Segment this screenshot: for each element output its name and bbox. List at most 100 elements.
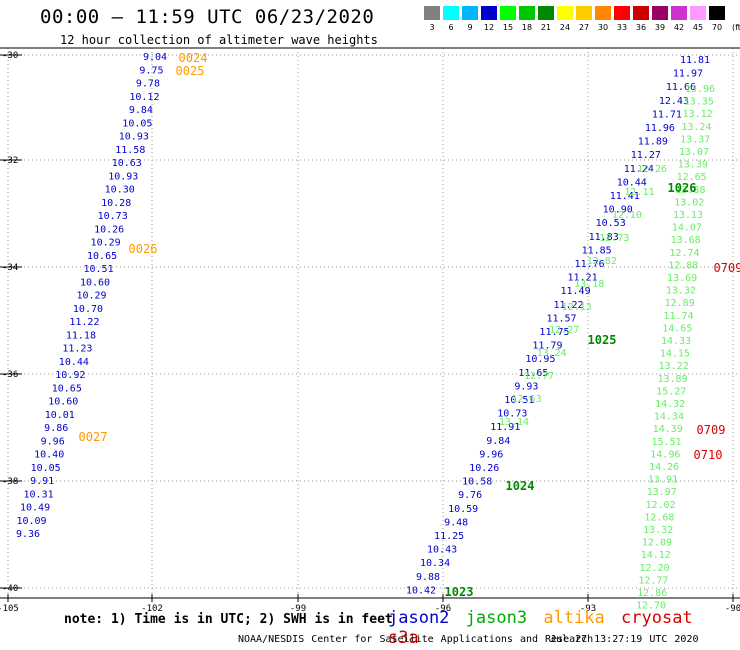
track-value-jason3: 13.13 bbox=[673, 210, 703, 221]
footer: NOAA/NESDIS Center for Satellite Applica… bbox=[238, 634, 699, 645]
track-value-jason3: 12.77 bbox=[524, 371, 554, 382]
track-value-jason3: 13.97 bbox=[647, 487, 677, 498]
track-value-jason2: 11.85 bbox=[582, 245, 612, 256]
scale-label: 15 bbox=[502, 23, 514, 32]
y-tick-label: -30 bbox=[2, 51, 18, 61]
x-tick-label: -102 bbox=[141, 604, 163, 614]
track-value-jason2: 10.26 bbox=[94, 224, 124, 235]
track-value-jason3: 14.34 bbox=[654, 412, 684, 423]
x-tick-label: -105 bbox=[0, 604, 19, 614]
scale-swatch bbox=[481, 6, 497, 20]
track-value-jason3: 15.27 bbox=[656, 386, 686, 397]
scale-label: 30 bbox=[597, 23, 609, 32]
track-value-jason3: 13.96 bbox=[685, 84, 715, 95]
track-value-jason2: 10.44 bbox=[617, 177, 647, 188]
jason3-time-label: 1023 bbox=[445, 585, 474, 599]
track-value-jason3: 12.27 bbox=[549, 325, 579, 336]
chart-subtitle: 12 hour collection of altimeter wave hei… bbox=[60, 33, 378, 47]
track-value-jason2: 11.21 bbox=[568, 273, 598, 284]
track-value-jason2: 10.29 bbox=[76, 291, 106, 302]
scale-label: 27 bbox=[578, 23, 590, 32]
track-value-jason2: 11.49 bbox=[561, 286, 591, 297]
track-value-jason3: 12.09 bbox=[642, 538, 672, 549]
track-value-jason2: 9.88 bbox=[416, 572, 440, 583]
track-value-jason3: 13.89 bbox=[657, 374, 687, 385]
track-value-jason2: 10.40 bbox=[34, 450, 64, 461]
track-value-jason3: 14.96 bbox=[650, 449, 680, 460]
scale-label: 24 bbox=[559, 23, 571, 32]
track-value-jason3: 13.91 bbox=[648, 475, 678, 486]
track-value-jason2: 10.93 bbox=[108, 171, 138, 182]
footnote: note: 1) Time is in UTC; 2) SWH is in fe… bbox=[64, 612, 393, 627]
track-value-jason2: 10.34 bbox=[420, 558, 450, 569]
track-value-jason2: 10.12 bbox=[129, 92, 159, 103]
track-value-jason3: 14.26 bbox=[649, 462, 679, 473]
track-value-jason3: 12.11 bbox=[624, 187, 654, 198]
scale-label: 42 bbox=[673, 23, 685, 32]
track-value-jason2: 10.73 bbox=[98, 211, 128, 222]
track-value-jason2: 10.90 bbox=[603, 205, 633, 216]
track-value-jason2: 9.96 bbox=[479, 449, 503, 460]
scale-label: 70 bbox=[711, 23, 723, 32]
track-value-jason2: 10.92 bbox=[55, 370, 85, 381]
scale-label: 21 bbox=[540, 23, 552, 32]
track-value-jason3: 12.02 bbox=[646, 500, 676, 511]
track-value-jason3: 13.22 bbox=[659, 361, 689, 372]
track-value-jason3: 12.88 bbox=[668, 260, 698, 271]
track-value-jason2: 10.65 bbox=[87, 251, 117, 262]
legend-jason3: jason3 bbox=[465, 608, 528, 628]
track-value-jason2: 11.41 bbox=[610, 191, 640, 202]
scale-label: 9 bbox=[467, 23, 473, 32]
legend-jason2: jason2 bbox=[388, 608, 450, 628]
track-value-jason2: 11.22 bbox=[69, 317, 99, 328]
track-value-jason3: 13.18 bbox=[574, 279, 604, 290]
track-value-jason2: 10.43 bbox=[427, 545, 457, 556]
altika-time-label: 0025 bbox=[176, 64, 205, 78]
track-value-jason2: 10.95 bbox=[525, 354, 555, 365]
track-value-jason3: 14.12 bbox=[641, 550, 671, 561]
cryosat-time-label: 0709 bbox=[697, 423, 726, 437]
chart-title: 00:00 – 11:59 UTC 06/23/2020 bbox=[40, 6, 375, 28]
track-value-jason3: 13.69 bbox=[667, 273, 697, 284]
track-value-jason3: 12.13 bbox=[562, 302, 592, 313]
scale-swatch bbox=[424, 6, 440, 20]
scale-label: 12 bbox=[483, 23, 495, 32]
altika-time-label: 0027 bbox=[79, 430, 108, 444]
track-value-jason2: 11.79 bbox=[532, 341, 562, 352]
track-value-jason3: 13.68 bbox=[671, 235, 701, 246]
track-value-jason2: 11.24 bbox=[624, 164, 654, 175]
track-value-jason3: 13.37 bbox=[680, 134, 710, 145]
track-value-jason3: 13.02 bbox=[674, 197, 704, 208]
scale-swatch bbox=[595, 6, 611, 20]
track-value-jason2: 11.96 bbox=[645, 123, 675, 134]
scale-swatch bbox=[652, 6, 668, 20]
track-value-jason2: 11.23 bbox=[62, 344, 92, 355]
track-value-jason2: 9.75 bbox=[139, 65, 163, 76]
track-value-jason3: 15.51 bbox=[651, 437, 681, 448]
track-value-jason3: 14.07 bbox=[672, 223, 702, 234]
scale-label: 39 bbox=[654, 23, 666, 32]
satellite-legend: jason2 jason3 altika cryosat s3a bbox=[388, 608, 740, 648]
track-value-jason2: 11.65 bbox=[518, 368, 548, 379]
track-value-jason2: 11.18 bbox=[66, 330, 96, 341]
track-value-jason2: 11.83 bbox=[589, 232, 619, 243]
y-tick-label: -36 bbox=[2, 370, 18, 380]
scale-swatch bbox=[690, 6, 706, 20]
scale-label: 18 bbox=[521, 23, 533, 32]
track-value-jason2: 10.59 bbox=[448, 504, 478, 515]
track-value-jason3: 12.73 bbox=[599, 233, 629, 244]
track-value-jason2: 11.76 bbox=[575, 259, 605, 270]
track-value-jason2: 11.66 bbox=[666, 82, 696, 93]
track-value-jason3: 13.07 bbox=[679, 147, 709, 158]
scale-swatch bbox=[633, 6, 649, 20]
track-value-jason2: 9.36 bbox=[16, 529, 40, 540]
scale-swatch bbox=[614, 6, 630, 20]
jason3-time-label: 1026 bbox=[668, 181, 697, 195]
scale-swatch bbox=[519, 6, 535, 20]
scale-label: 33 bbox=[616, 23, 628, 32]
track-value-jason2: 10.49 bbox=[20, 503, 50, 514]
track-value-jason2: 10.65 bbox=[52, 383, 82, 394]
track-value-jason2: 9.91 bbox=[30, 476, 54, 487]
y-tick-label: -34 bbox=[2, 263, 18, 273]
